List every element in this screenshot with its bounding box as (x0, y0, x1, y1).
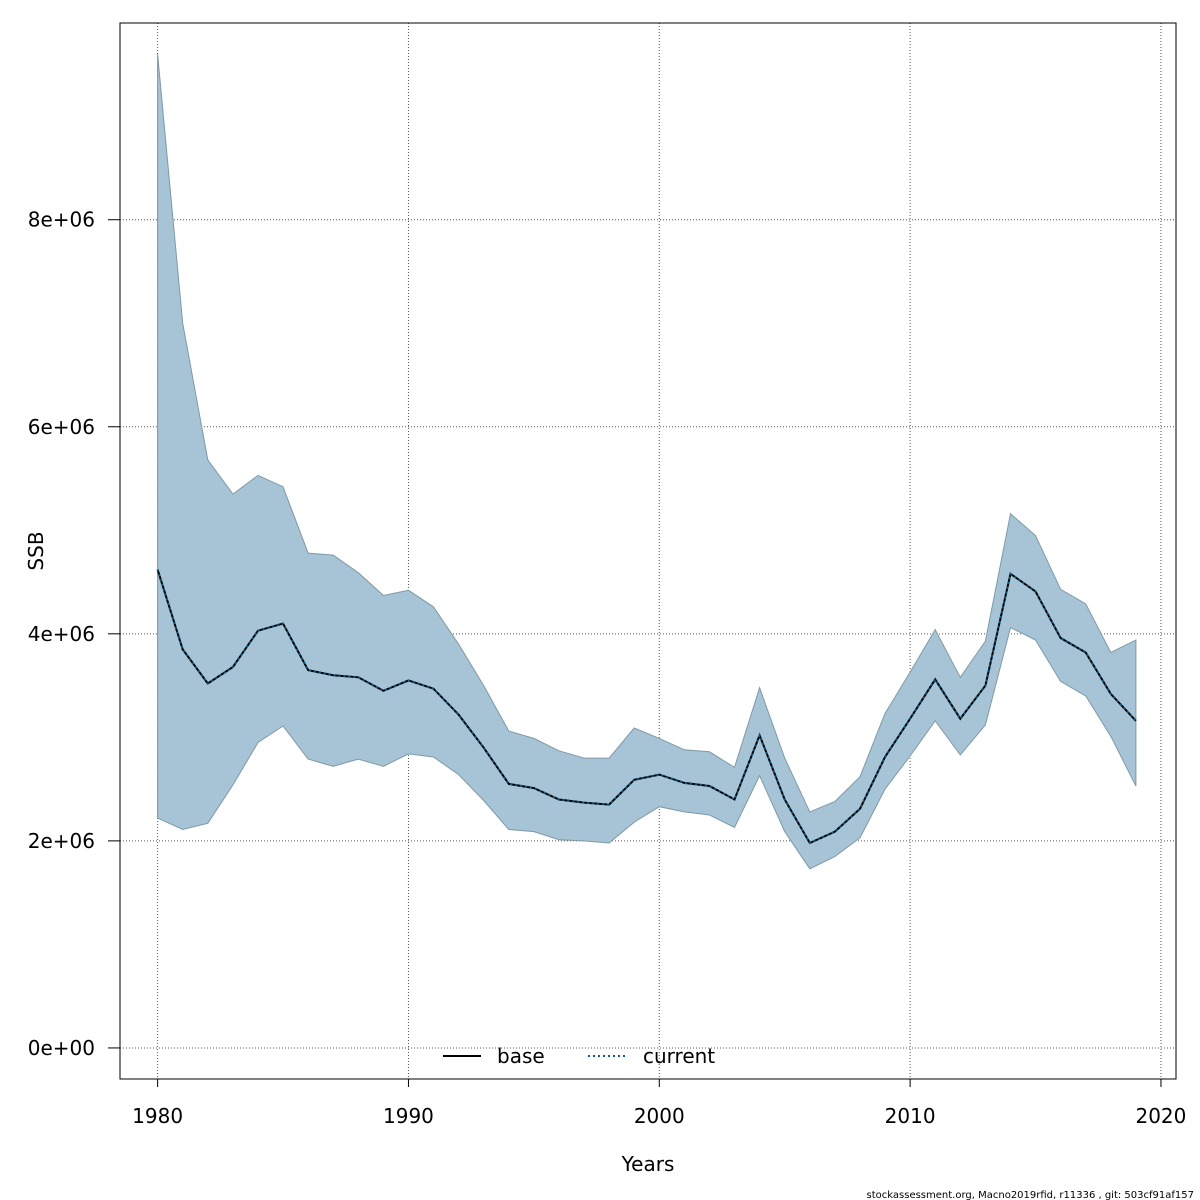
y-tick-label-0e+00: 0e+00 (28, 1036, 95, 1060)
y-axis: 0e+00 2e+06 4e+06 6e+06 8e+06 (28, 208, 120, 1060)
legend-label-current: current (643, 1044, 715, 1068)
x-tick-label-1980: 1980 (132, 1104, 183, 1128)
x-tick-label-2020: 2020 (1135, 1104, 1186, 1128)
y-tick-label-8e+06: 8e+06 (28, 208, 95, 232)
footer-text: stockassessment.org, Macno2019rfid, r113… (867, 1190, 1194, 1200)
legend: base current (443, 1044, 715, 1068)
x-axis-title: Years (621, 1152, 675, 1176)
series-line-current (156, 569, 1137, 845)
x-tick-label-2000: 2000 (634, 1104, 685, 1128)
legend-label-base: base (497, 1044, 545, 1068)
y-tick-label-2e+06: 2e+06 (28, 829, 95, 853)
confidence-band (157, 54, 1137, 870)
x-tick-label-1990: 1990 (383, 1104, 434, 1128)
y-tick-label-4e+06: 4e+06 (28, 622, 95, 646)
y-tick-label-6e+06: 6e+06 (28, 415, 95, 439)
x-axis: 1980 1990 2000 2010 2020 (132, 1078, 1186, 1128)
x-tick-label-2010: 2010 (885, 1104, 936, 1128)
y-axis-title: SSB (24, 531, 48, 570)
